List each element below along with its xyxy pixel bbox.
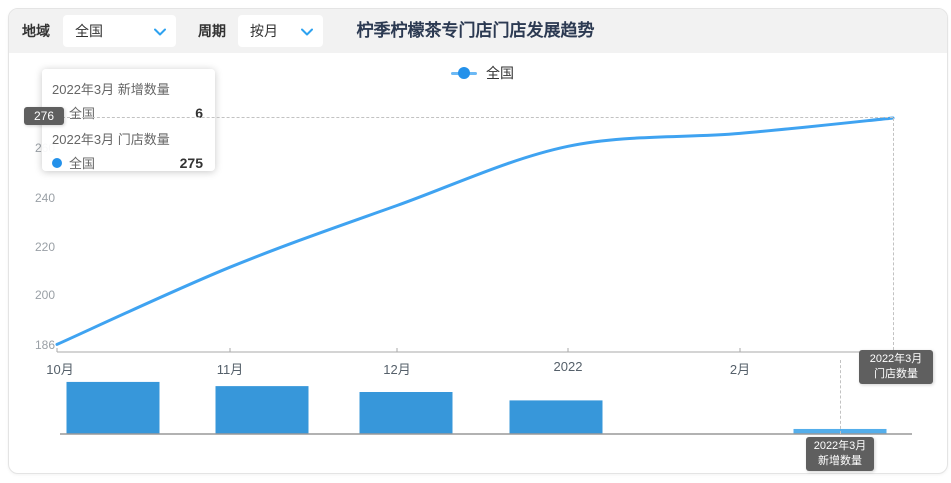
bar-10月[interactable]	[66, 381, 160, 434]
bar-12月[interactable]	[359, 392, 453, 434]
tooltip-series-value: 6	[195, 104, 203, 121]
series-dot-icon	[52, 157, 62, 168]
bar-2022[interactable]	[509, 400, 603, 434]
period-select[interactable]: 按月	[238, 15, 323, 47]
region-label: 地域	[22, 23, 50, 39]
bar-11月[interactable]	[215, 386, 309, 434]
axis-pointer-vline-line-chart	[893, 118, 894, 350]
y-axis-label: 186	[34, 338, 55, 352]
region-select[interactable]: 全国	[63, 15, 176, 47]
y-axis-label: 240	[34, 191, 55, 205]
axis-pointer-hline	[57, 117, 893, 118]
x-axis-label: 2022	[553, 359, 583, 374]
tooltip: 2022年3月 新增数量 全国 6 2022年3月 门店数量 全国 275	[42, 69, 215, 171]
legend-label: 全国	[486, 65, 514, 81]
y-axis-label: 200	[34, 288, 55, 302]
trend-line-quanguo[interactable]	[55, 116, 895, 346]
x-axis-label: 11月	[216, 362, 244, 377]
period-label: 周期	[198, 23, 226, 39]
x-axis-label: 12月	[383, 362, 411, 377]
chevron-down-icon	[301, 23, 313, 39]
tooltip-series-name: 全国	[69, 106, 96, 121]
tooltip-series-value: 275	[179, 154, 203, 171]
region-select-value: 全国	[75, 23, 103, 39]
period-select-value: 按月	[250, 23, 278, 39]
toolbar: 地域 全国 周期 按月	[9, 9, 947, 53]
tooltip-row: 全国 275	[52, 153, 203, 172]
tooltip-title: 2022年3月 新增数量	[52, 82, 170, 97]
legend-item-quanguo[interactable]: 全国	[451, 63, 514, 83]
tooltip-title: 2022年3月 门店数量	[52, 132, 170, 147]
tooltip-series-name: 全国	[69, 156, 96, 171]
x-axis-label: 10月	[46, 362, 74, 377]
chevron-down-icon	[154, 23, 166, 39]
legend-line-icon	[451, 66, 477, 80]
tooltip-row: 全国 6	[52, 103, 203, 122]
x-axis-pointer-badge-new: 2022年3月 新增数量	[806, 437, 874, 471]
axis-pointer-vline-bar-chart	[840, 360, 841, 434]
x-axis-label: 2月	[729, 362, 751, 377]
x-axis-pointer-badge-stores: 2022年3月 门店数量	[859, 350, 933, 384]
y-axis-pointer-badge: 276	[24, 107, 64, 125]
y-axis-label: 220	[34, 240, 55, 254]
